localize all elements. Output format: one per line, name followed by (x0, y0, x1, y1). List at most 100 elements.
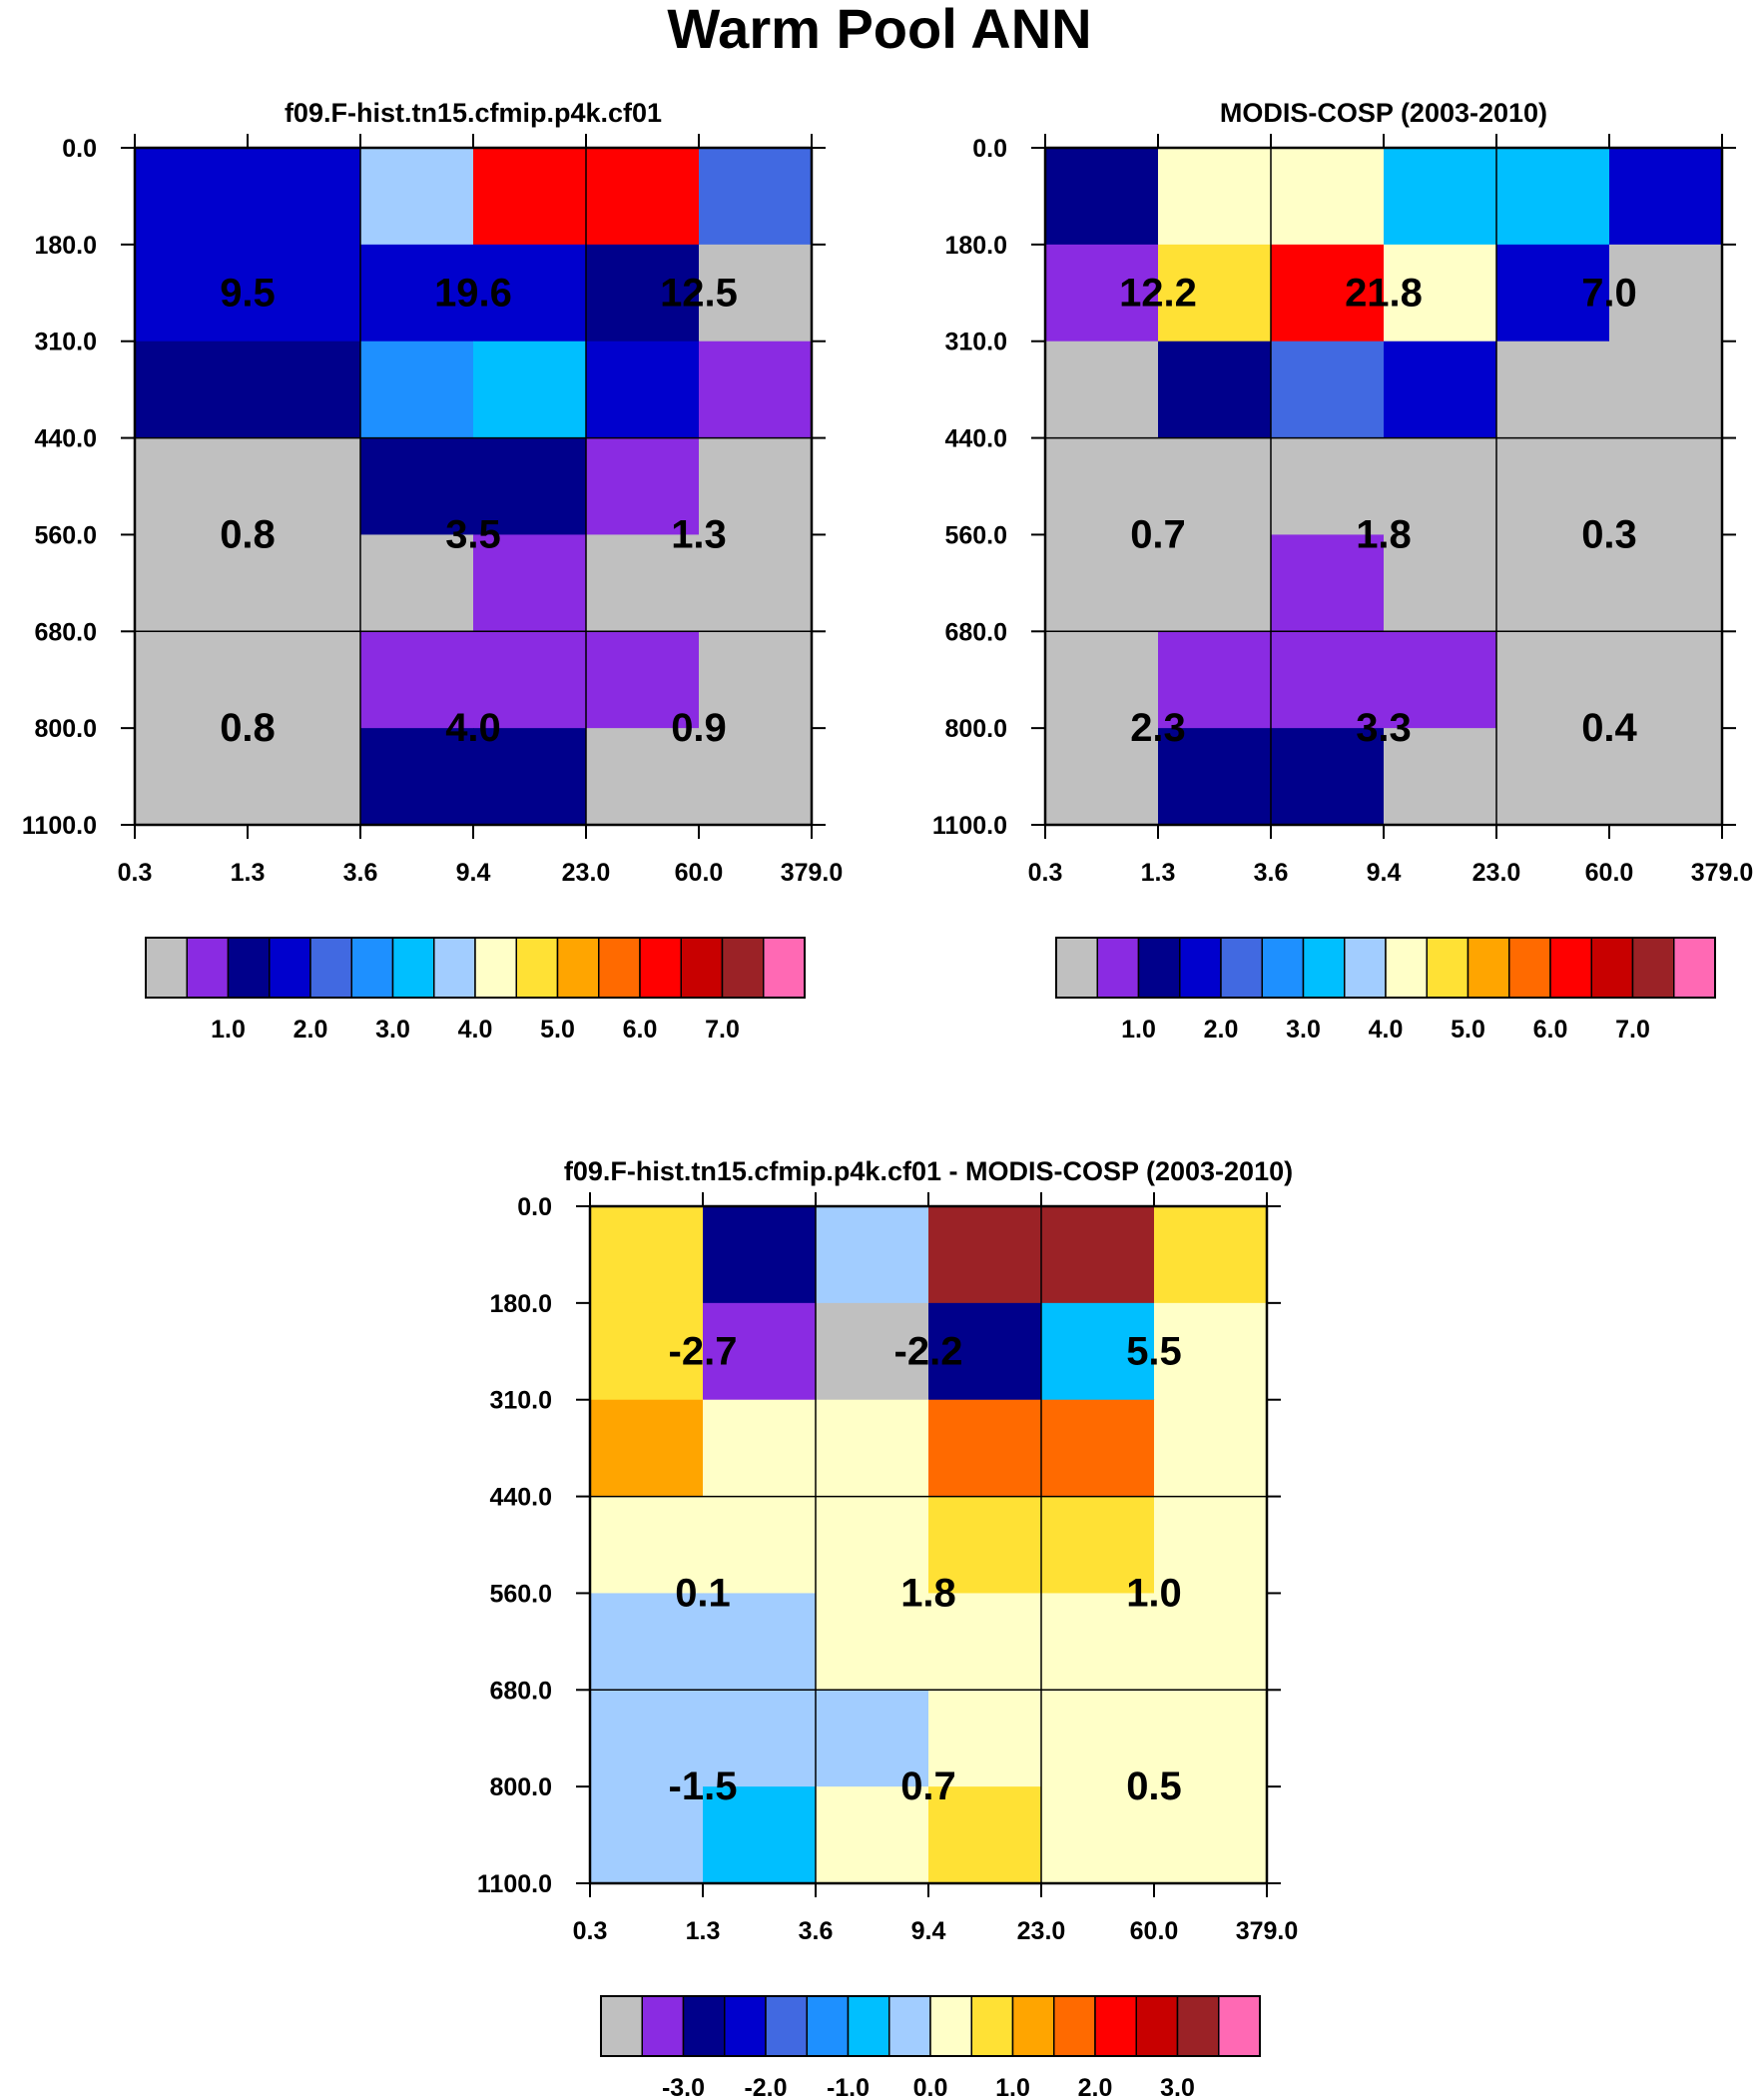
block-value-label: 12.2 (1119, 271, 1197, 315)
heatmap-cell (1496, 244, 1610, 343)
colorbar-label: 1.0 (211, 1016, 246, 1044)
heatmap-cell (1271, 244, 1385, 343)
y-tick-label: 440.0 (34, 425, 97, 453)
x-tick-label: 3.6 (343, 859, 378, 887)
heatmap-cell (1384, 534, 1497, 632)
y-tick-label: 310.0 (489, 1387, 552, 1415)
y-tick-label: 440.0 (944, 425, 1007, 453)
heatmap-cell (816, 1206, 929, 1304)
colorbar-label: 6.0 (623, 1016, 658, 1044)
colorbar-swatch (1508, 937, 1551, 999)
heatmap-cell (1041, 1690, 1155, 1787)
heatmap-cell (1154, 1206, 1268, 1304)
x-tick-label: 0.3 (118, 859, 153, 887)
heatmap-cell (135, 148, 249, 246)
x-tick-label: 1.3 (1141, 859, 1176, 887)
y-tick-label: 800.0 (34, 715, 97, 743)
figure-title: Warm Pool ANN (667, 0, 1091, 60)
block-value-label: 1.3 (671, 512, 727, 556)
y-tick-label: 560.0 (489, 1580, 552, 1608)
heatmap-cell (590, 1399, 704, 1498)
block-value-label: 21.8 (1345, 271, 1423, 315)
heatmap-cell (135, 728, 249, 826)
colorbar-swatch (888, 1995, 931, 2057)
heatmap-cell (703, 1399, 817, 1498)
colorbar-swatch (1344, 937, 1387, 999)
heatmap-cell (699, 437, 813, 536)
heatmap-cell (473, 341, 587, 439)
colorbar-swatch (391, 937, 435, 999)
heatmap-cell (1609, 148, 1723, 246)
heatmap-cell (699, 148, 813, 246)
heatmap-cell (1609, 534, 1723, 632)
colorbar-swatch (1631, 937, 1675, 999)
colorbar-swatch (1426, 937, 1469, 999)
heatmap-cell (1158, 631, 1272, 729)
colorbar-label: 2.0 (1078, 2074, 1113, 2100)
heatmap-cell (248, 244, 361, 343)
y-tick-label: 0.0 (972, 135, 1007, 163)
heatmap-cell (1154, 1496, 1268, 1595)
heatmap-cell (586, 631, 700, 729)
heatmap-cell (473, 728, 587, 826)
colorbar-label: 0.0 (913, 2074, 948, 2100)
block-value-label: 0.7 (900, 1764, 956, 1808)
heatmap-cell (248, 728, 361, 826)
x-tick-label: 60.0 (1585, 859, 1634, 887)
x-tick-label: 379.0 (1236, 1917, 1299, 1945)
x-tick-label: 23.0 (1472, 859, 1521, 887)
heatmap-cell (1609, 728, 1723, 826)
heatmap-cell (1384, 341, 1497, 439)
heatmap-cell (1271, 534, 1385, 632)
colorbar-label: 3.0 (375, 1016, 410, 1044)
heatmap-cell (1271, 728, 1385, 826)
x-tick-label: 23.0 (562, 859, 611, 887)
heatmap-cell (248, 341, 361, 439)
heatmap-cell (1158, 437, 1272, 536)
heatmap-cell (703, 1593, 817, 1691)
heatmap-cell (703, 1302, 817, 1401)
heatmap-cell (703, 1690, 817, 1787)
heatmap-cell (1045, 244, 1159, 343)
heatmap-cell (1154, 1399, 1268, 1498)
colorbar-swatch (598, 937, 641, 999)
heatmap-cell (703, 1206, 817, 1304)
heatmap-cell (1045, 437, 1159, 536)
x-tick-label: 9.4 (456, 859, 491, 887)
colorbar-swatch (721, 937, 765, 999)
block-value-label: 19.6 (434, 271, 512, 315)
heatmap-cell (590, 1206, 704, 1304)
heatmap-cell (1496, 728, 1610, 826)
colorbar-frame (600, 1995, 1261, 2057)
colorbar-swatch (970, 1995, 1014, 2057)
y-tick-label: 310.0 (34, 329, 97, 356)
colorbar-swatch (1218, 1995, 1261, 2057)
heatmap-cell (816, 1690, 929, 1787)
y-tick-label: 560.0 (944, 521, 1007, 549)
colorbar-swatch (186, 937, 230, 999)
heatmap-cell (1271, 341, 1385, 439)
colorbar-label: 1.0 (1121, 1016, 1156, 1044)
colorbar-swatch (1053, 1995, 1096, 2057)
colorbar-swatch (515, 937, 559, 999)
heatmap-cell (928, 1690, 1042, 1787)
heatmap-cell (586, 244, 700, 343)
colorbar-swatch (1094, 1995, 1137, 2057)
heatmap-cell (816, 1399, 929, 1498)
heatmap-cell (1158, 148, 1272, 246)
block-value-label: 7.0 (1581, 271, 1637, 315)
y-tick-label: 680.0 (34, 618, 97, 646)
heatmap-cell (1271, 437, 1385, 536)
heatmap-cell (360, 631, 474, 729)
colorbar-swatch (474, 937, 517, 999)
heatmap-cell (1158, 341, 1272, 439)
heatmap-cell (699, 534, 813, 632)
colorbar-swatch (639, 937, 682, 999)
colorbar-label: 3.0 (1286, 1016, 1321, 1044)
colorbar-swatch (1467, 937, 1510, 999)
heatmap-cell (135, 341, 249, 439)
block-value-label: 0.7 (1130, 512, 1186, 556)
y-tick-label: 800.0 (489, 1773, 552, 1801)
x-tick-label: 60.0 (675, 859, 724, 887)
heatmap-cell (586, 534, 700, 632)
